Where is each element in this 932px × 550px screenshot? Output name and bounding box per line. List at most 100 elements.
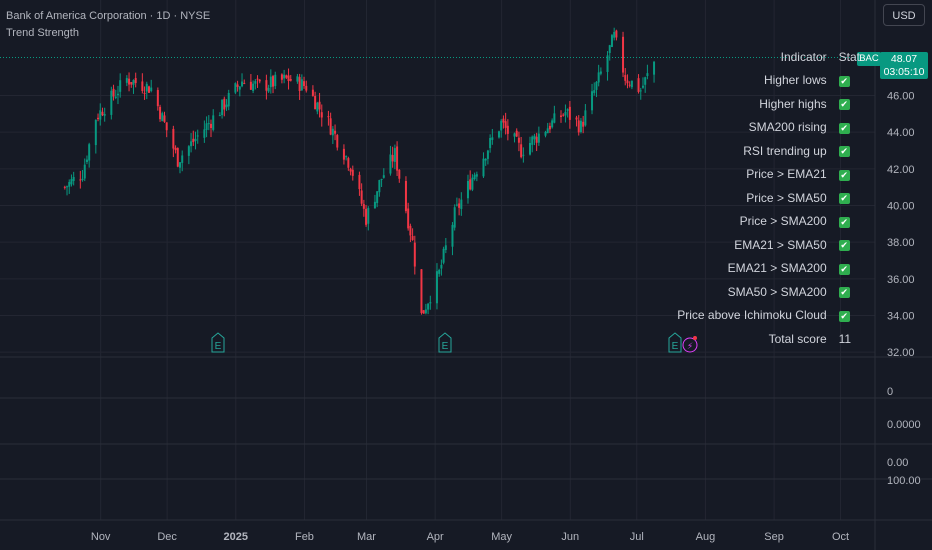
candle-body: [269, 76, 272, 88]
candle-body: [351, 169, 354, 176]
candle-body: [597, 72, 600, 83]
candle-body: [345, 156, 348, 158]
candle-body: [644, 77, 647, 85]
price-axis-label: 46.00: [887, 91, 915, 103]
candle-body: [147, 86, 150, 93]
candle-body: [628, 84, 631, 86]
checkmark-icon: ✔: [838, 263, 850, 275]
candle-body: [520, 144, 523, 158]
candle-body: [389, 154, 392, 174]
indicator-label: EMA21 > SMA200: [727, 261, 827, 276]
candle-body: [347, 158, 350, 168]
candle-body: [300, 79, 303, 91]
candle-body: [285, 75, 288, 78]
candle-body: [458, 203, 461, 208]
candle-body: [314, 95, 317, 110]
earnings-icon[interactable]: E: [438, 332, 452, 353]
candle-body: [272, 76, 275, 87]
candle-body: [517, 137, 520, 143]
time-axis-label: Apr: [427, 531, 444, 543]
earnings-icon[interactable]: E: [211, 332, 225, 353]
candle-body: [613, 32, 616, 38]
candle-body: [593, 90, 596, 93]
candle-body: [584, 110, 587, 126]
candle-body: [568, 106, 571, 120]
earnings-label: E: [215, 341, 222, 352]
candle-body: [210, 123, 213, 128]
indicator-label: EMA21 > SMA50: [734, 237, 827, 252]
candle-body: [254, 81, 257, 84]
candle-body: [249, 81, 252, 90]
candle-body: [128, 78, 131, 85]
candle-body: [274, 74, 277, 87]
indicator-name[interactable]: Trend Strength: [6, 27, 79, 39]
candle-body: [83, 164, 86, 179]
candle-body: [205, 123, 208, 130]
candle-body: [424, 309, 427, 314]
checkmark-icon: ✔: [838, 75, 850, 87]
candle-body: [159, 106, 162, 120]
checkmark-icon: ✔: [838, 216, 850, 228]
candle-body: [469, 179, 472, 190]
candle-body: [522, 154, 525, 156]
table-row: Price > EMA21 ✔: [650, 163, 860, 187]
dividend-lightning-icon[interactable]: ⚡: [682, 336, 698, 353]
candle-body: [134, 78, 137, 84]
candle-body: [380, 178, 383, 180]
checkmark-icon: ✔: [838, 169, 850, 181]
candle-body: [311, 89, 314, 96]
bar-countdown: 03:05:10: [883, 66, 925, 78]
candle-body: [252, 83, 255, 91]
candle-body: [606, 55, 609, 72]
chart-title[interactable]: Bank of America Corporation · 1D · NYSE: [6, 10, 211, 22]
candle-body: [349, 168, 352, 172]
candle-body: [391, 155, 394, 162]
time-axis-label: 2025: [224, 531, 248, 543]
candle-body: [471, 177, 474, 190]
indicator-label: Higher highs: [759, 96, 827, 111]
candle-body: [506, 125, 509, 134]
candle-body: [336, 135, 339, 148]
candle-body: [227, 92, 230, 107]
candle-body: [422, 310, 425, 314]
pane-axis-label: 0.00: [887, 457, 908, 469]
candle-body: [531, 136, 534, 145]
candle-body: [373, 201, 376, 209]
candle-body: [413, 242, 416, 267]
table-row: Higher highs ✔: [650, 92, 860, 116]
earnings-label: E: [442, 341, 449, 352]
candle-body: [444, 245, 447, 250]
status-cell: ✔: [838, 139, 860, 163]
earnings-icon[interactable]: E: [668, 332, 682, 353]
candle-body: [420, 269, 423, 313]
table-row: Price > SMA200 ✔: [650, 210, 860, 234]
candle-body: [119, 80, 122, 92]
indicator-label: SMA200 rising: [748, 120, 827, 135]
candle-body: [566, 109, 569, 111]
candle-body: [287, 75, 290, 82]
candle-body: [591, 91, 594, 111]
time-axis-label: Jul: [630, 531, 644, 543]
candle-body: [172, 128, 175, 149]
candle-body: [85, 159, 88, 162]
checkmark-icon: ✔: [838, 122, 850, 134]
candle-body: [641, 85, 644, 88]
candle-body: [579, 120, 582, 133]
table-header-status: Stat: [838, 49, 860, 64]
candle-body: [486, 150, 489, 159]
pane-axis-label: 100.00: [887, 475, 921, 487]
candle-body: [489, 138, 492, 149]
currency-button[interactable]: USD: [883, 4, 925, 26]
candle-body: [491, 137, 494, 140]
checkmark-icon: ✔: [838, 287, 850, 299]
candle-body: [610, 35, 613, 47]
candle-body: [358, 174, 361, 190]
candle-body: [455, 204, 458, 206]
candle-body: [429, 302, 432, 304]
candle-body: [236, 84, 239, 87]
candle-body: [190, 141, 193, 147]
last-price-value: 48.07: [890, 53, 918, 65]
checkmark-icon: ✔: [838, 193, 850, 205]
candle-body: [114, 96, 117, 98]
